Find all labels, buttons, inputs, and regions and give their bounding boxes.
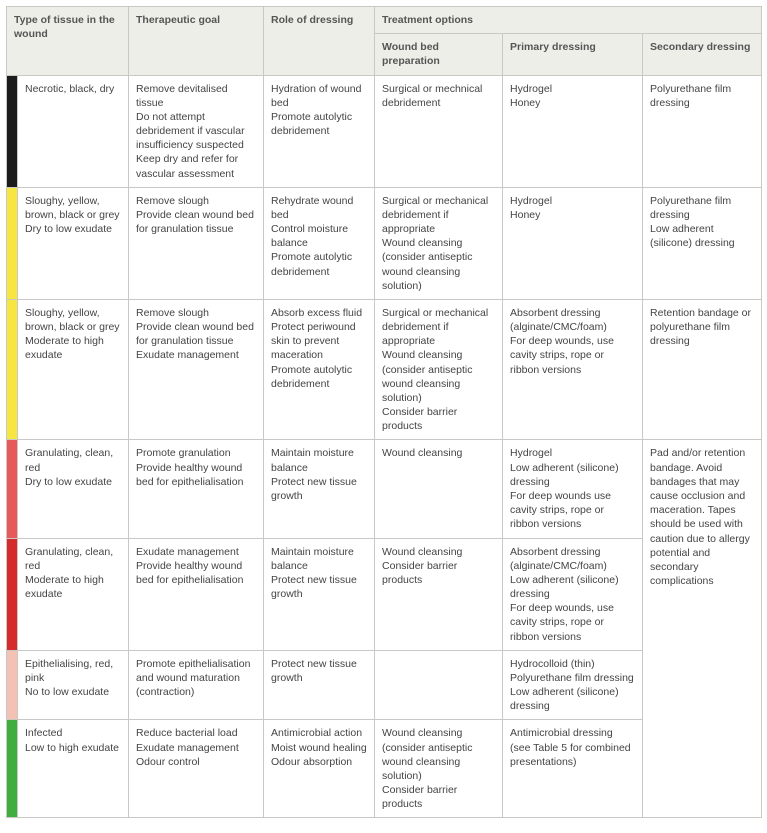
- cell-goal: Remove devitalised tissue Do not attempt…: [129, 75, 264, 187]
- table-row: Sloughy, yellow, brown, black or grey Dr…: [7, 187, 762, 299]
- tissue-color-bar: [7, 650, 18, 720]
- cell-primary: Absorbent dressing (alginate/CMC/foam) L…: [503, 538, 643, 650]
- table-row: Necrotic, black, dryRemove devitalised t…: [7, 75, 762, 187]
- table-row: Sloughy, yellow, brown, black or grey Mo…: [7, 299, 762, 440]
- cell-prep: Surgical or mechanical debridement if ap…: [375, 299, 503, 440]
- wound-dressing-table: Type of tissue in the wound Therapeutic …: [6, 6, 762, 818]
- cell-role: Maintain moisture balance Protect new ti…: [264, 440, 375, 538]
- cell-role: Maintain moisture balance Protect new ti…: [264, 538, 375, 650]
- tissue-color-bar: [7, 440, 18, 538]
- cell-tissue: Granulating, clean, red Dry to low exuda…: [18, 440, 129, 538]
- cell-prep: [375, 650, 503, 720]
- cell-prep: Surgical or mechnical debridement: [375, 75, 503, 187]
- header-goal: Therapeutic goal: [129, 7, 264, 76]
- cell-tissue: Sloughy, yellow, brown, black or grey Mo…: [18, 299, 129, 440]
- cell-role: Absorb excess fluid Protect periwound sk…: [264, 299, 375, 440]
- header-secondary: Secondary dressing: [643, 34, 762, 75]
- cell-tissue: Necrotic, black, dry: [18, 75, 129, 187]
- cell-prep: Wound cleansing Consider barrier product…: [375, 538, 503, 650]
- cell-prep: Wound cleansing: [375, 440, 503, 538]
- cell-tissue: Granulating, clean, red Moderate to high…: [18, 538, 129, 650]
- cell-role: Antimicrobial action Moist wound healing…: [264, 720, 375, 818]
- table-body: Necrotic, black, dryRemove devitalised t…: [7, 75, 762, 818]
- cell-secondary: Polyurethane film dressing: [643, 75, 762, 187]
- cell-goal: Promote epithelialisation and wound matu…: [129, 650, 264, 720]
- tissue-color-bar: [7, 299, 18, 440]
- cell-primary: Hydrogel Low adherent (silicone) dressin…: [503, 440, 643, 538]
- tissue-color-bar: [7, 538, 18, 650]
- cell-secondary: Polyurethane film dressing Low adherent …: [643, 187, 762, 299]
- tissue-color-bar: [7, 187, 18, 299]
- cell-prep: Surgical or mechanical debridement if ap…: [375, 187, 503, 299]
- cell-primary: Antimicrobial dressing (see Table 5 for …: [503, 720, 643, 818]
- cell-goal: Promote granulation Provide healthy woun…: [129, 440, 264, 538]
- table-header: Type of tissue in the wound Therapeutic …: [7, 7, 762, 76]
- cell-goal: Remove slough Provide clean wound bed fo…: [129, 299, 264, 440]
- cell-goal: Reduce bacterial load Exudate management…: [129, 720, 264, 818]
- cell-secondary-merged: Pad and/or retention bandage. Avoid band…: [643, 440, 762, 818]
- cell-primary: Hydrogel Honey: [503, 187, 643, 299]
- cell-tissue: Infected Low to high exudate: [18, 720, 129, 818]
- header-treatment: Treatment options: [375, 7, 762, 34]
- header-tissue: Type of tissue in the wound: [7, 7, 129, 76]
- cell-role: Hydration of wound bed Promote autolytic…: [264, 75, 375, 187]
- cell-prep: Wound cleansing (consider antiseptic wou…: [375, 720, 503, 818]
- cell-primary: Absorbent dressing (alginate/CMC/foam) F…: [503, 299, 643, 440]
- cell-secondary: Retention bandage or polyurethane film d…: [643, 299, 762, 440]
- cell-role: Rehydrate wound bed Control moisture bal…: [264, 187, 375, 299]
- cell-primary: Hydrocolloid (thin) Polyurethane film dr…: [503, 650, 643, 720]
- cell-role: Protect new tissue growth: [264, 650, 375, 720]
- cell-tissue: Sloughy, yellow, brown, black or grey Dr…: [18, 187, 129, 299]
- table-row: Granulating, clean, red Dry to low exuda…: [7, 440, 762, 538]
- cell-primary: Hydrogel Honey: [503, 75, 643, 187]
- header-prep: Wound bed preparation: [375, 34, 503, 75]
- cell-goal: Remove slough Provide clean wound bed fo…: [129, 187, 264, 299]
- header-role: Role of dressing: [264, 7, 375, 76]
- tissue-color-bar: [7, 75, 18, 187]
- cell-goal: Exudate management Provide healthy wound…: [129, 538, 264, 650]
- cell-tissue: Epithelialising, red, pink No to low exu…: [18, 650, 129, 720]
- header-primary: Primary dressing: [503, 34, 643, 75]
- tissue-color-bar: [7, 720, 18, 818]
